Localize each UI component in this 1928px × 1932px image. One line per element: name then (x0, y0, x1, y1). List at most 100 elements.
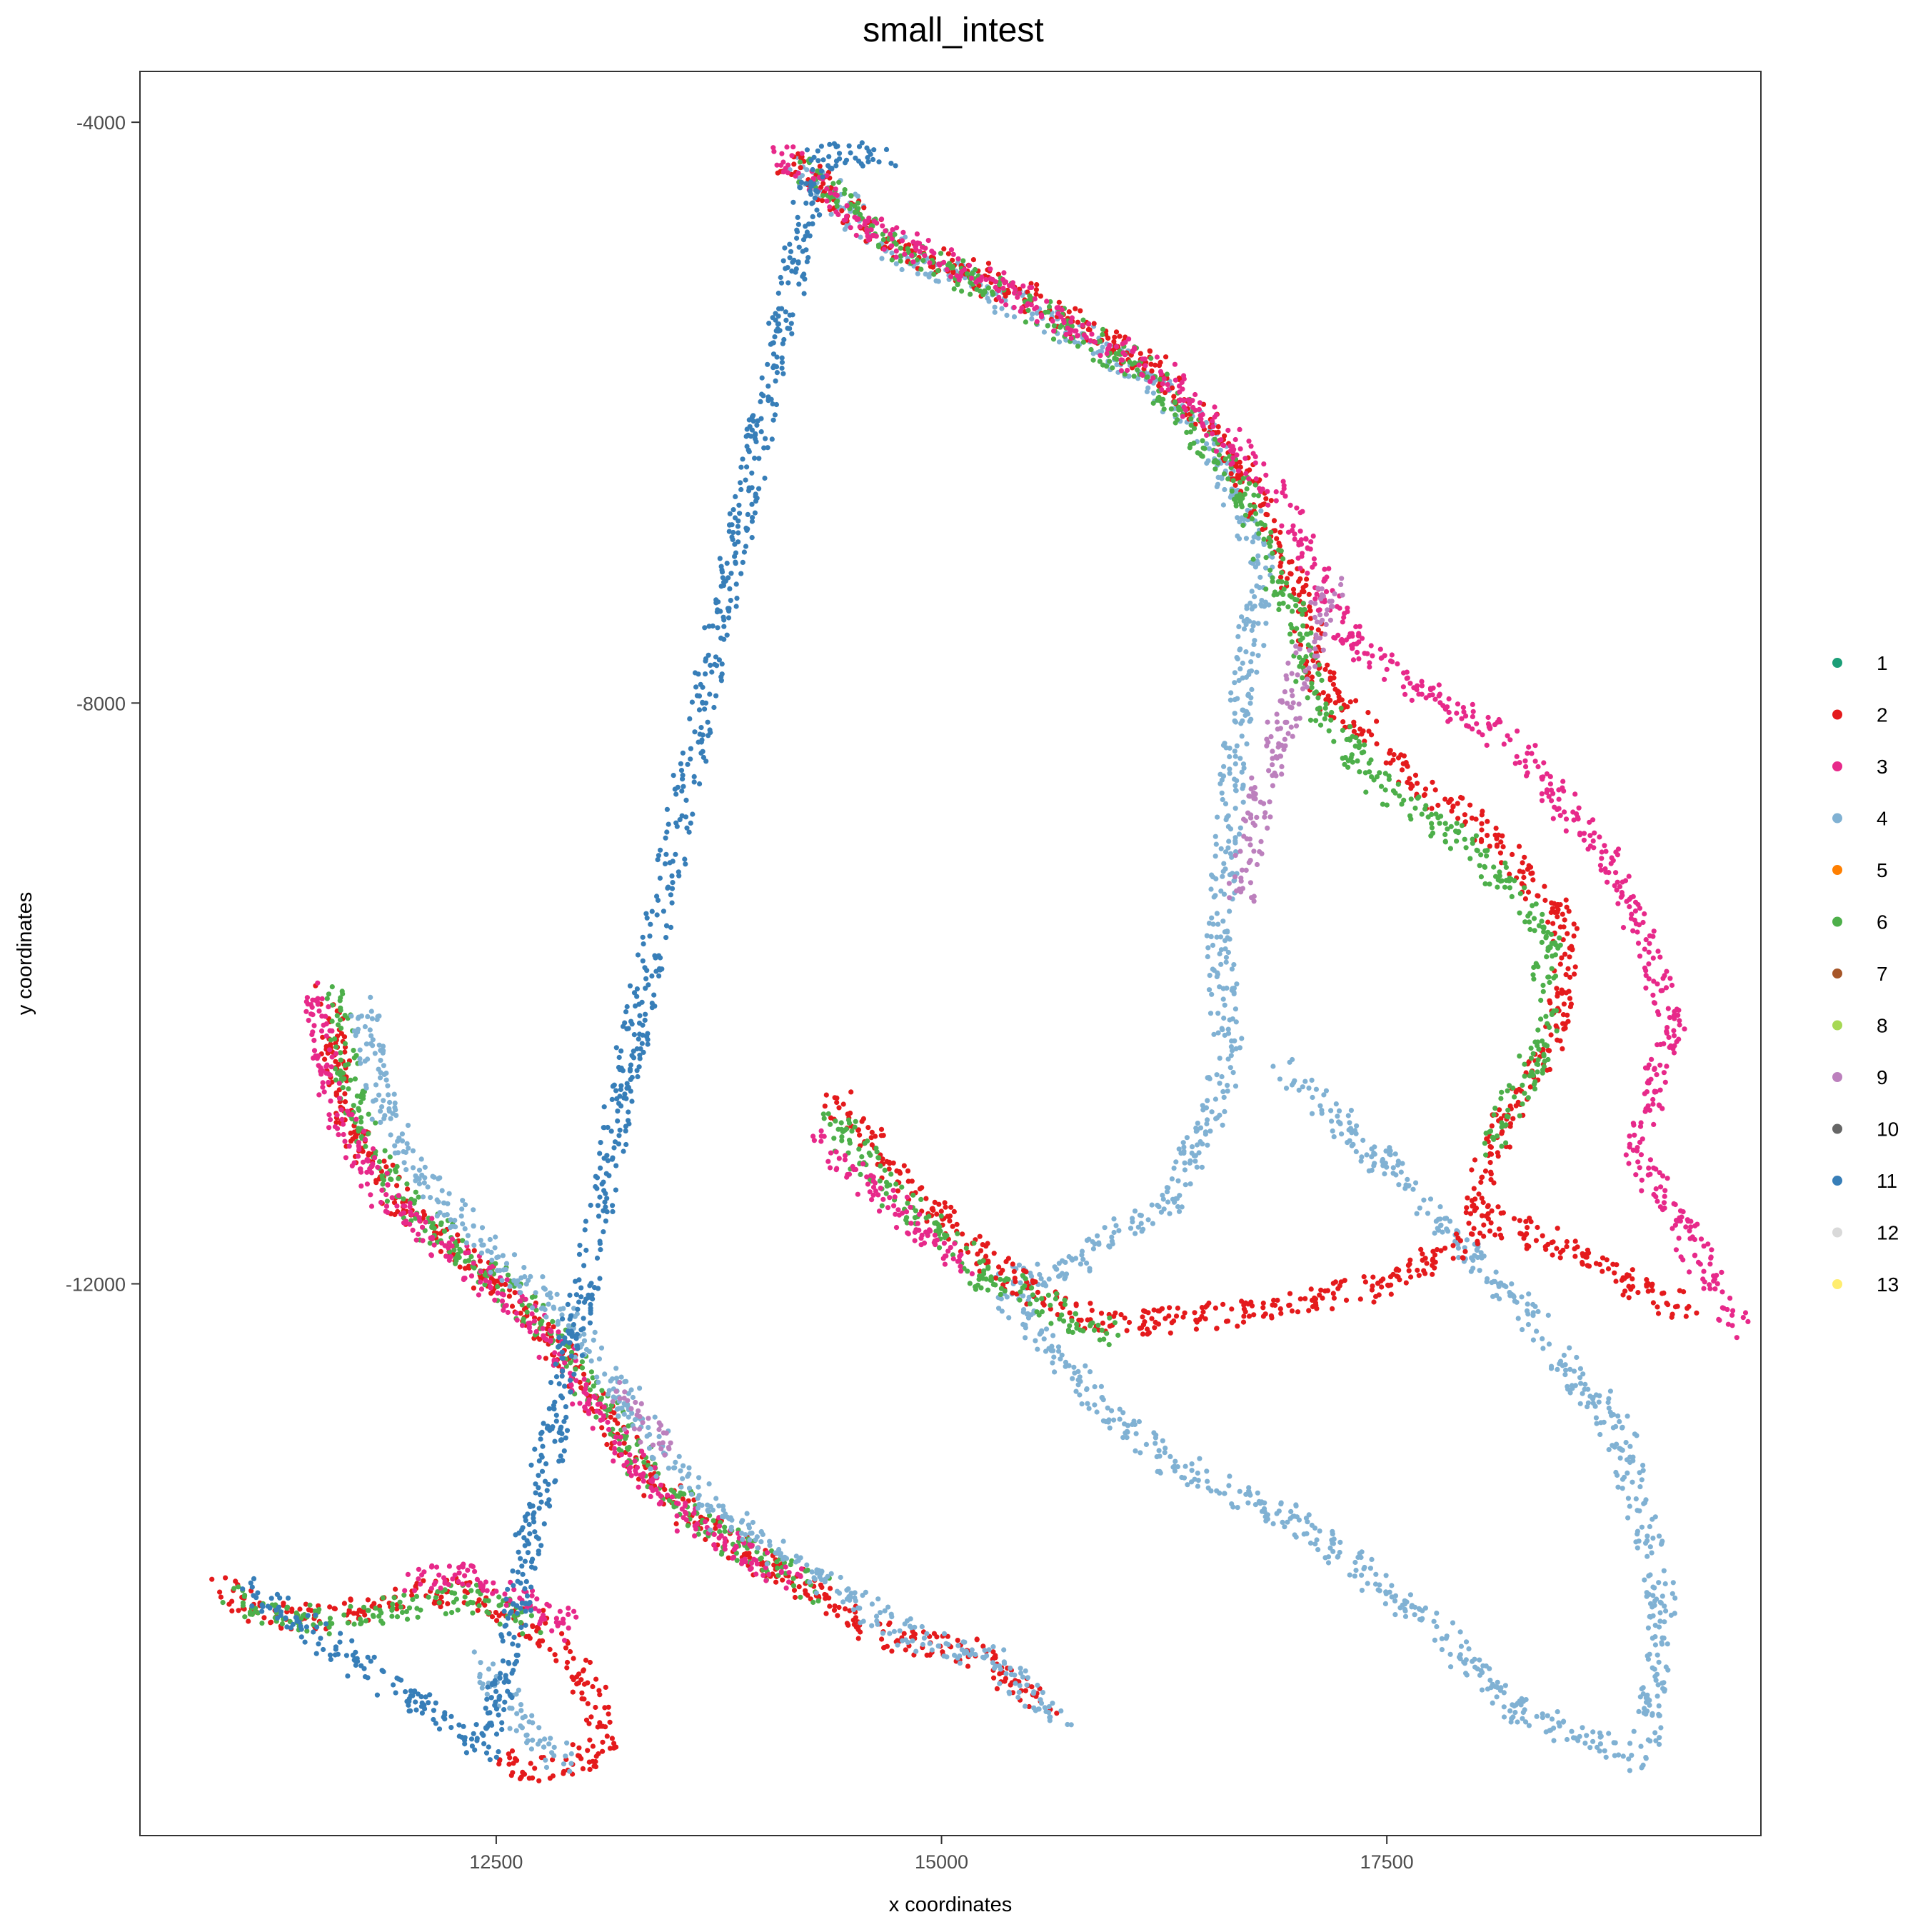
point (1270, 579, 1275, 584)
point (1636, 1538, 1642, 1544)
point (1631, 1728, 1637, 1734)
point (1098, 353, 1103, 359)
point (1136, 1418, 1142, 1425)
point (853, 1615, 858, 1621)
point (1281, 586, 1287, 592)
point (1163, 1445, 1168, 1451)
point (855, 1636, 861, 1641)
point (1527, 919, 1532, 925)
point (1672, 1201, 1678, 1208)
point (357, 1166, 363, 1172)
point (1505, 1107, 1511, 1113)
point (1035, 1261, 1040, 1267)
point (1550, 906, 1555, 911)
point (1278, 1501, 1284, 1507)
point (683, 1500, 688, 1506)
point (1367, 1566, 1373, 1571)
point (773, 1579, 779, 1585)
point (1198, 416, 1204, 422)
point (1208, 886, 1214, 892)
point (1184, 1135, 1190, 1141)
point (641, 1459, 647, 1465)
point (356, 1143, 361, 1148)
point (1126, 336, 1132, 342)
point (1100, 331, 1105, 338)
point (1223, 954, 1229, 961)
point (1439, 1636, 1445, 1641)
point (1285, 604, 1291, 610)
point (1237, 1488, 1242, 1494)
point (1632, 1132, 1637, 1138)
point (1570, 809, 1576, 815)
point (1357, 769, 1362, 775)
point (1227, 745, 1232, 751)
point (1305, 695, 1310, 701)
point (1207, 1011, 1214, 1016)
point (1156, 1448, 1162, 1453)
point (1490, 1134, 1495, 1140)
point (1225, 476, 1231, 482)
point (1389, 652, 1395, 658)
point (1247, 502, 1253, 509)
point (600, 1416, 606, 1422)
point (1540, 988, 1546, 994)
point (1148, 356, 1154, 361)
point (1352, 1573, 1357, 1579)
point (1641, 1710, 1647, 1716)
point (810, 1599, 816, 1605)
point (718, 1533, 724, 1538)
point (985, 285, 992, 291)
point (1560, 1046, 1565, 1051)
point (1395, 661, 1400, 667)
point (1176, 1146, 1182, 1152)
point (495, 1290, 501, 1296)
point (1491, 1112, 1497, 1118)
point (1240, 476, 1246, 481)
point (1237, 499, 1243, 505)
point (1491, 1180, 1497, 1186)
point (1734, 1335, 1739, 1341)
point (1228, 1053, 1234, 1058)
point (1449, 809, 1455, 814)
point (1655, 1693, 1660, 1699)
point (1687, 1269, 1692, 1275)
point (1369, 1154, 1375, 1160)
point (1136, 362, 1142, 368)
point (1247, 481, 1252, 486)
point (1647, 1157, 1653, 1163)
point (1221, 471, 1227, 477)
point (1248, 668, 1255, 674)
point (1523, 1697, 1529, 1703)
point (1466, 1646, 1472, 1652)
point (1499, 1089, 1505, 1095)
point (1353, 1148, 1359, 1154)
point (1555, 909, 1560, 915)
point (1544, 954, 1550, 960)
point (509, 1303, 516, 1309)
point (1238, 879, 1244, 884)
point (1542, 1243, 1548, 1250)
point (1622, 1288, 1628, 1294)
point (499, 1298, 506, 1304)
point (770, 145, 776, 151)
point (1200, 438, 1205, 444)
point (1533, 1238, 1539, 1243)
point (1522, 896, 1528, 902)
point (1335, 689, 1340, 694)
point (1181, 1150, 1187, 1156)
point (1296, 539, 1302, 545)
point (1522, 1073, 1527, 1079)
point (1413, 1180, 1419, 1186)
point (1650, 1288, 1655, 1293)
point (1322, 716, 1327, 722)
point (1617, 1418, 1622, 1424)
point (1560, 937, 1566, 943)
point (1315, 607, 1321, 614)
point (1172, 399, 1178, 405)
point (1477, 863, 1482, 869)
point (1605, 879, 1610, 885)
point (1600, 1268, 1605, 1274)
point (1643, 937, 1649, 943)
point (1294, 626, 1300, 631)
point (1640, 1691, 1646, 1697)
